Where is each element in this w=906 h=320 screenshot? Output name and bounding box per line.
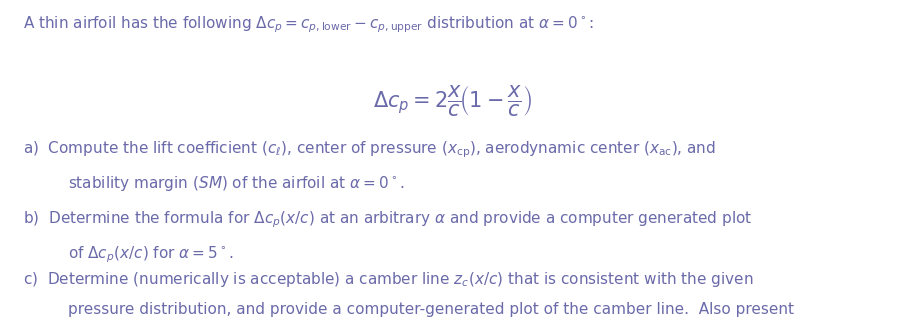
Text: $\Delta c_p = 2\dfrac{x}{c}\!\left(1 - \dfrac{x}{c}\right)$: $\Delta c_p = 2\dfrac{x}{c}\!\left(1 - \…: [373, 83, 533, 118]
Text: a)  Compute the lift coefficient $(c_\ell)$, center of pressure $(x_\mathrm{cp}): a) Compute the lift coefficient $(c_\ell…: [23, 139, 716, 160]
Text: c)  Determine (numerically is acceptable) a camber line $z_c(x/c)$ that is consi: c) Determine (numerically is acceptable)…: [23, 270, 753, 289]
Text: stability margin $(SM)$ of the airfoil at $\alpha = 0^\circ$.: stability margin $(SM)$ of the airfoil a…: [68, 174, 405, 193]
Text: of $\Delta c_p(x/c)$ for $\alpha = 5^\circ$.: of $\Delta c_p(x/c)$ for $\alpha = 5^\ci…: [68, 245, 234, 265]
Text: pressure distribution, and provide a computer-generated plot of the camber line.: pressure distribution, and provide a com…: [68, 302, 794, 317]
Text: A thin airfoil has the following $\Delta c_p = c_{p,\mathrm{lower}} - c_{p,\math: A thin airfoil has the following $\Delta…: [23, 14, 593, 35]
Text: b)  Determine the formula for $\Delta c_p(x/c)$ at an arbitrary $\alpha$ and pro: b) Determine the formula for $\Delta c_p…: [23, 210, 752, 230]
